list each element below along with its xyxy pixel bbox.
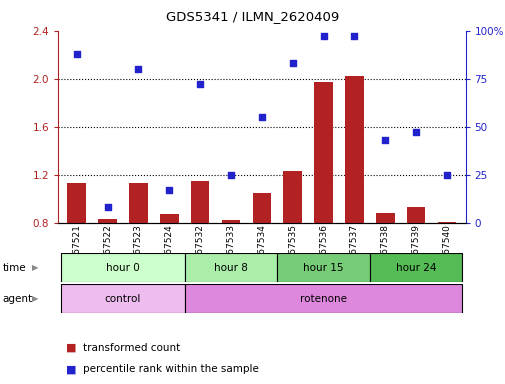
Bar [221,220,240,223]
Bar [190,181,209,223]
Point [134,66,142,72]
Bar [129,183,147,223]
Point [380,137,388,143]
Bar [61,253,184,282]
Text: ▶: ▶ [32,263,38,272]
Bar [98,219,117,223]
Point [73,51,81,57]
Bar [344,76,363,223]
Bar [252,193,271,223]
Point [258,114,266,120]
Point [104,204,112,210]
Bar [283,171,301,223]
Text: time: time [3,263,26,273]
Text: percentile rank within the sample: percentile rank within the sample [83,364,259,374]
Text: GDS5341 / ILMN_2620409: GDS5341 / ILMN_2620409 [166,10,339,23]
Point [196,81,204,88]
Point [319,33,327,40]
Bar [437,222,456,223]
Bar [61,284,184,313]
Bar [184,253,277,282]
Text: rotenone: rotenone [299,293,346,304]
Text: hour 0: hour 0 [106,263,139,273]
Bar [314,82,332,223]
Bar [67,183,86,223]
Bar [184,284,462,313]
Text: ▶: ▶ [32,294,38,303]
Bar [406,207,425,223]
Bar [160,214,178,223]
Bar [375,213,394,223]
Text: transformed count: transformed count [83,343,180,353]
Text: hour 24: hour 24 [395,263,435,273]
Text: ■: ■ [66,364,76,374]
Point [227,172,235,178]
Point [165,187,173,193]
Bar [277,253,369,282]
Point [411,129,419,136]
Point [288,60,296,66]
Text: agent: agent [3,293,33,304]
Text: control: control [105,293,141,304]
Text: hour 8: hour 8 [214,263,247,273]
Text: hour 15: hour 15 [302,263,343,273]
Point [349,33,358,40]
Text: ■: ■ [66,343,76,353]
Point [442,172,450,178]
Bar [369,253,462,282]
